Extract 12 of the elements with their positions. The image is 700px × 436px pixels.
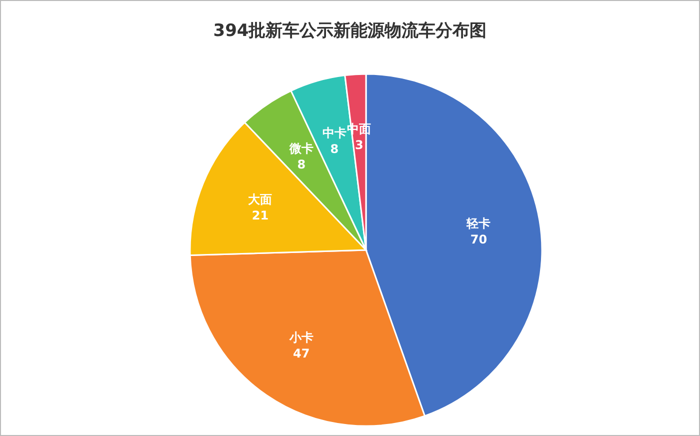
slice-label: 轻卡 [466, 216, 491, 231]
data-label: 8 [297, 158, 306, 172]
data-label: 47 [293, 346, 310, 360]
slice-label: 微卡 [288, 142, 314, 156]
data-label: 21 [252, 208, 269, 222]
chart-title: 394批新车公示新能源物流车分布图 [213, 21, 487, 41]
data-label: 3 [354, 138, 364, 152]
slice-label: 大面 [248, 192, 272, 206]
slice-label: 小卡 [288, 330, 314, 344]
data-label: 70 [470, 232, 488, 247]
data-label: 8 [330, 142, 339, 156]
slice-label: 中卡 [322, 126, 346, 140]
